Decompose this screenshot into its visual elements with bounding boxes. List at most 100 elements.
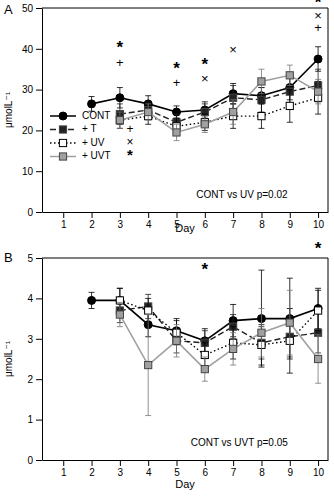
tick: 3	[118, 212, 124, 230]
tick-mark	[233, 460, 234, 466]
tick-label: 10	[313, 219, 325, 230]
error-bar	[230, 100, 236, 124]
marker	[116, 117, 123, 124]
tick-label: 5	[27, 253, 33, 264]
legend-label: + UV	[82, 137, 105, 148]
tick: 8	[259, 460, 265, 478]
error-bar	[89, 292, 95, 308]
marker	[201, 366, 208, 373]
tick-mark	[63, 212, 64, 218]
tick-mark	[36, 212, 42, 213]
annotation: CONT vs UV p=0.02	[196, 189, 288, 200]
tick-mark	[36, 298, 42, 299]
tick-label: 4	[146, 467, 152, 478]
marker	[258, 78, 265, 85]
legend-label: + UVT	[82, 150, 111, 161]
significance-mark: ×	[201, 71, 209, 86]
tick: 0	[27, 455, 42, 466]
marker	[201, 121, 208, 128]
tick: 1	[61, 460, 67, 478]
tick-label: 5	[174, 467, 180, 478]
marker	[286, 102, 293, 109]
significance-mark: +	[173, 75, 181, 90]
error-bar	[174, 124, 180, 140]
tick-mark	[36, 379, 42, 380]
series	[116, 290, 321, 415]
marker	[314, 307, 321, 314]
axis-line	[42, 9, 43, 213]
line	[120, 300, 318, 355]
tick: 2	[27, 374, 42, 385]
marker	[230, 345, 237, 352]
panel: 12345678910012345DayμmolL⁻¹**CONT vs UVT…	[3, 239, 329, 490]
tick-mark	[290, 212, 291, 218]
tick: 3	[118, 460, 124, 478]
series	[116, 288, 321, 373]
legend-marker	[59, 153, 66, 160]
line	[120, 98, 318, 127]
error-bar	[117, 112, 123, 128]
tick-label: 7	[231, 467, 237, 478]
tick-label: 2	[27, 374, 33, 385]
tick: 2	[89, 212, 95, 230]
tick: 5	[174, 460, 180, 478]
error-bar	[174, 325, 180, 357]
legend-symbol: +	[126, 122, 133, 136]
error-bar	[287, 90, 293, 123]
tick-label: 2	[89, 467, 95, 478]
tick: 10	[22, 166, 42, 177]
marker	[230, 108, 237, 115]
tick: 1	[27, 414, 42, 425]
error-bar	[315, 79, 321, 103]
marker	[314, 88, 321, 95]
tick-mark	[92, 460, 93, 466]
marker	[145, 361, 152, 368]
tick-label: 7	[231, 219, 237, 230]
marker	[88, 296, 96, 304]
tick: 0	[27, 207, 42, 218]
line	[120, 315, 318, 370]
error-bar	[258, 104, 264, 128]
error-bar	[145, 104, 151, 120]
marker	[314, 355, 321, 362]
marker	[286, 72, 293, 79]
marker	[173, 337, 180, 344]
tick-mark	[36, 49, 42, 50]
tick-label: 10	[313, 467, 325, 478]
tick: 3	[27, 334, 42, 345]
significance-mark: +	[116, 55, 124, 70]
marker	[116, 94, 124, 102]
tick-label: 50	[22, 3, 34, 14]
tick-mark	[261, 460, 262, 466]
tick: 1	[61, 212, 67, 230]
error-bar	[202, 357, 208, 381]
marker	[314, 55, 322, 63]
marker	[145, 108, 152, 115]
tick-mark	[36, 258, 42, 259]
marker	[116, 117, 123, 124]
legend-label: + T	[82, 123, 97, 134]
panel-label: B	[4, 250, 13, 265]
tick-label: 8	[259, 219, 265, 230]
error-bar	[287, 278, 293, 359]
legend-symbol: *	[127, 146, 133, 163]
tick: 50	[22, 3, 42, 14]
x-axis-title: Day	[175, 222, 195, 234]
series	[116, 294, 321, 359]
tick: 8	[259, 212, 265, 230]
tick: 7	[231, 212, 237, 230]
tick-label: 1	[27, 414, 33, 425]
tick: 6	[203, 212, 209, 230]
error-bar	[202, 116, 208, 132]
tick-label: 3	[118, 219, 124, 230]
tick-label: 1	[61, 219, 67, 230]
frame	[42, 8, 328, 212]
tick-mark	[120, 460, 121, 466]
marker	[173, 129, 180, 136]
tick: 9	[287, 460, 293, 478]
error-bar	[315, 335, 321, 383]
axis-line	[42, 259, 43, 461]
x-axis-title: Day	[175, 478, 195, 490]
legend-marker	[59, 126, 66, 133]
tick-mark	[120, 212, 121, 218]
